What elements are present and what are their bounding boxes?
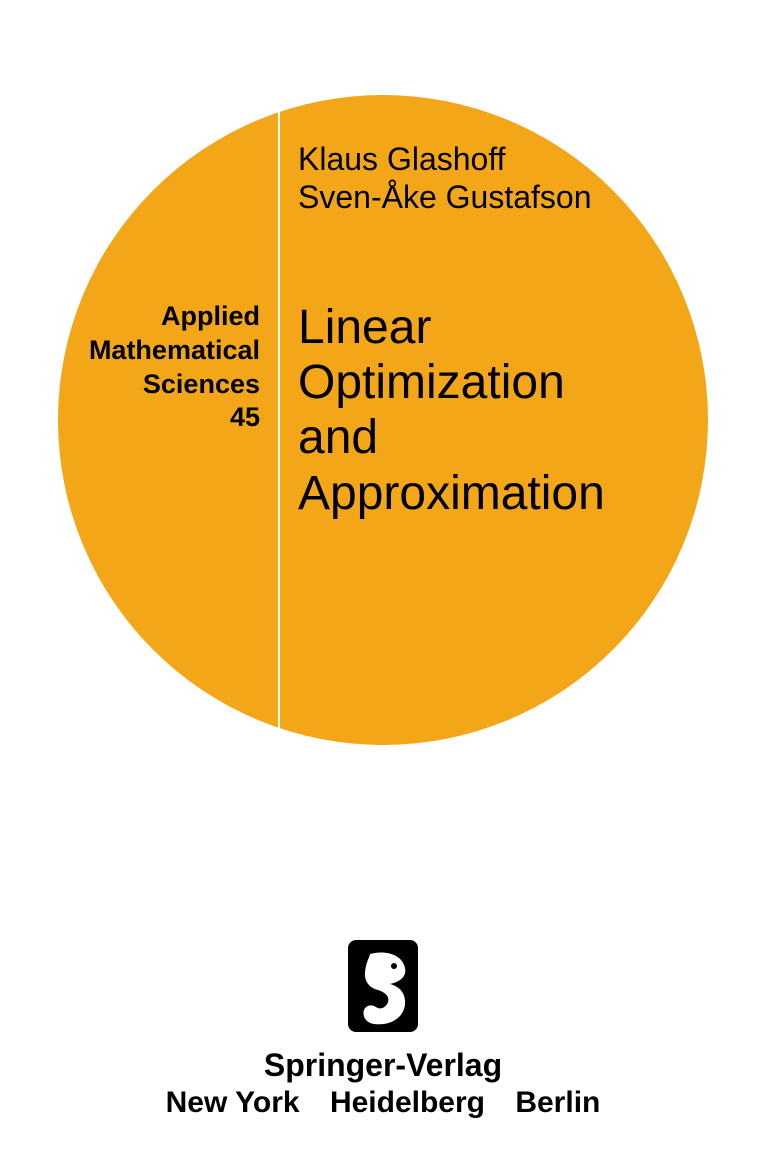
series-block: Applied Mathematical Sciences 45: [89, 300, 260, 435]
title-line-3: and: [298, 410, 605, 465]
series-line-2: Mathematical: [89, 334, 260, 368]
publisher-cities: New York Heidelberg Berlin: [0, 1086, 766, 1120]
title-line-2: Optimization: [298, 355, 605, 410]
author-line-2: Sven-Åke Gustafson: [298, 178, 591, 216]
city-3: Berlin: [515, 1086, 600, 1120]
author-line-1: Klaus Glashoff: [298, 140, 591, 178]
vertical-divider: [278, 103, 280, 739]
city-1: New York: [166, 1086, 300, 1120]
publisher-block: Springer-Verlag New York Heidelberg Berl…: [0, 940, 766, 1120]
title-block: Linear Optimization and Approximation: [298, 300, 605, 521]
series-line-3: Sciences: [89, 368, 260, 402]
title-line-1: Linear: [298, 300, 605, 355]
title-line-4: Approximation: [298, 466, 605, 521]
springer-horse-logo: [348, 940, 418, 1032]
horse-icon: [350, 942, 418, 1032]
series-line-1: Applied: [89, 300, 260, 334]
city-2: Heidelberg: [330, 1086, 485, 1120]
authors-block: Klaus Glashoff Sven-Åke Gustafson: [298, 140, 591, 217]
publisher-name: Springer-Verlag: [0, 1047, 766, 1084]
series-volume: 45: [89, 401, 260, 435]
